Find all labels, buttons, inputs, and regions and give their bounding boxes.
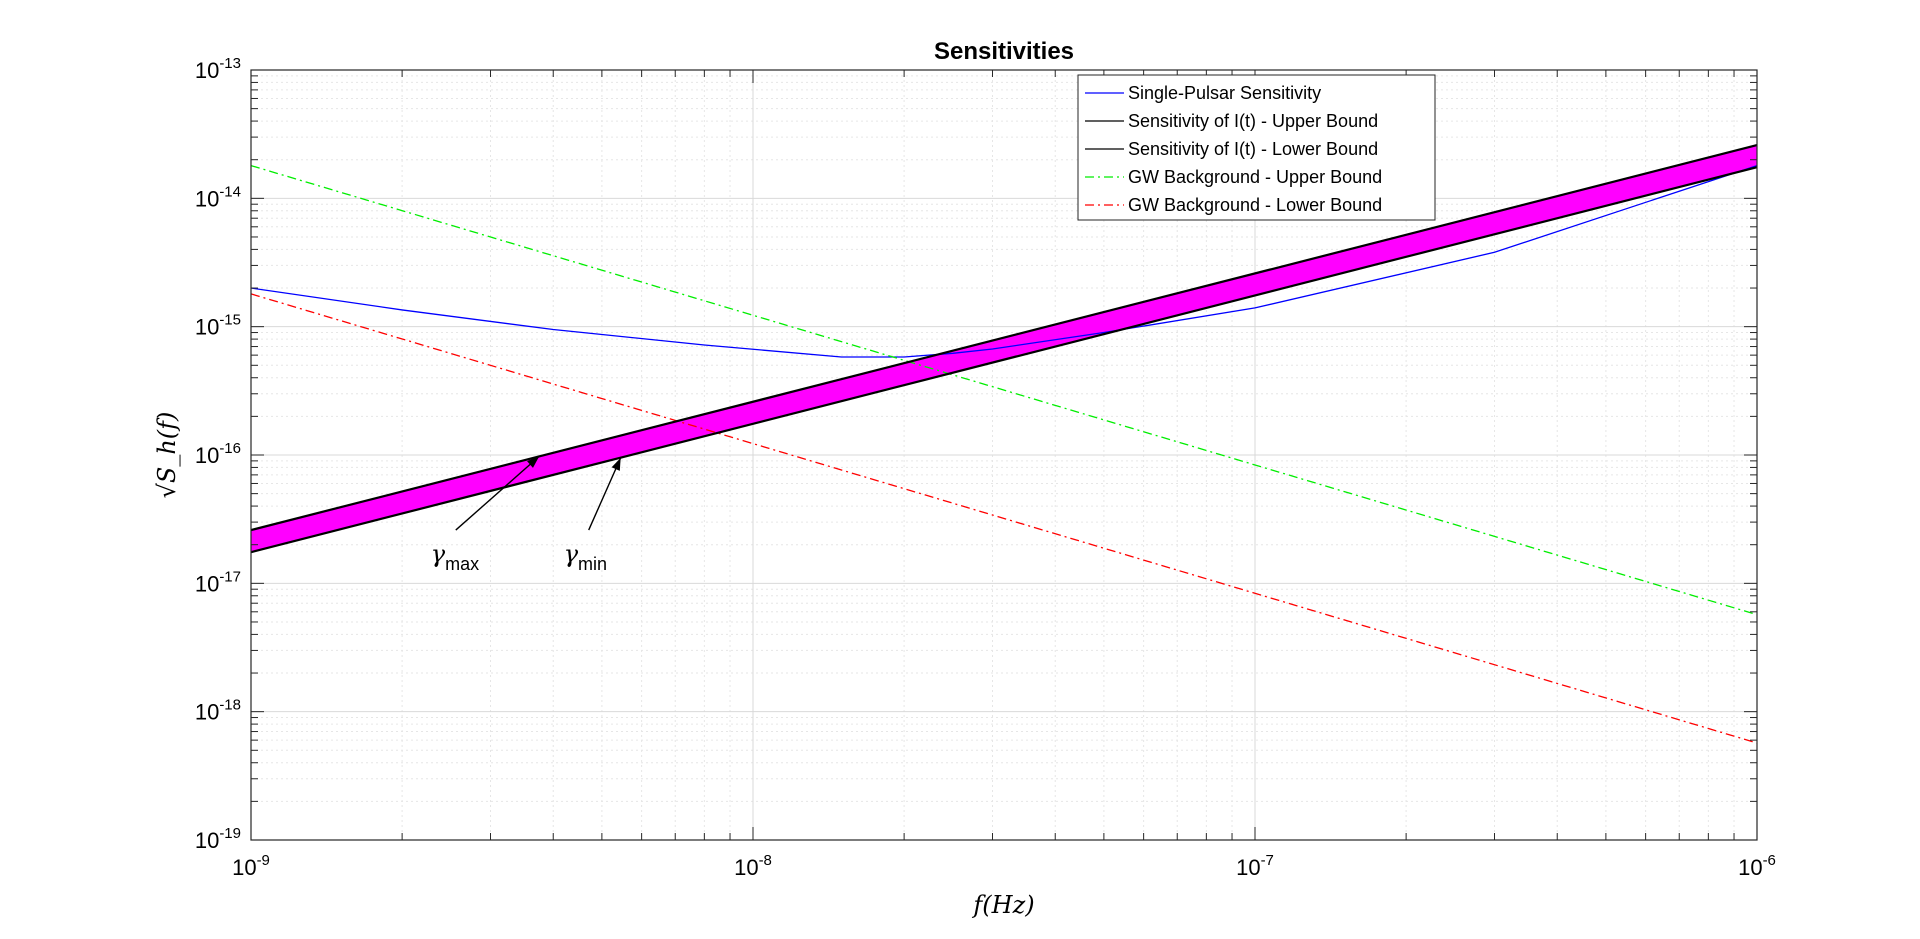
- legend-box: [1077, 74, 1436, 221]
- y-tick-label: 10-13: [195, 55, 241, 83]
- annotations: γmax γmin: [431, 455, 622, 574]
- series-line-1: [250, 164, 1758, 358]
- y-tick-label: 10-14: [195, 183, 241, 211]
- y-tick-label: 10-19: [195, 825, 241, 853]
- x-tick-label: 10-8: [734, 852, 772, 880]
- y-tick-label: 10-17: [195, 568, 241, 596]
- annotation-arrow-1: [455, 455, 540, 531]
- legend-label-3: Sensitivity of I(t) - Lower Bound: [1128, 139, 1378, 159]
- legend-label-4: GW Background - Upper Bound: [1128, 167, 1382, 187]
- sensitivity-band: [251, 145, 1757, 553]
- y-tick-label: 10-16: [195, 440, 241, 468]
- legend-label-1: Single-Pulsar Sensitivity: [1128, 83, 1321, 103]
- annotation-label-1: γmax: [431, 540, 479, 574]
- y-tick-label: 10-18: [195, 697, 241, 725]
- series-line-4: [250, 164, 1758, 616]
- chart-title: Sensitivities: [934, 38, 1074, 65]
- tick-labels: 10-9 10-8 10-7 10-6 10-13 10-14 10-15 10-16 10-1…: [195, 55, 1776, 880]
- series-lines: [250, 144, 1758, 744]
- sensitivity-band-fill: [251, 145, 1757, 553]
- ticks: [250, 69, 1758, 841]
- x-tick-label: 10-9: [232, 852, 270, 880]
- legend-label-5: GW Background - Lower Bound: [1128, 195, 1382, 215]
- annotation-arrowhead-2: [611, 457, 621, 471]
- series-line-5: [250, 293, 1758, 744]
- annotation-label-2: γmin: [564, 540, 607, 574]
- grid: [250, 69, 1758, 841]
- y-axis-label: √S_h(f): [153, 412, 181, 499]
- legend-label-2: Sensitivity of I(t) - Upper Bound: [1128, 111, 1378, 131]
- legend: Single-Pulsar Sensitivity Sensitivity of …: [1077, 74, 1436, 221]
- annotation-arrowhead-1: [527, 456, 540, 468]
- x-tick-label: 10-6: [1738, 852, 1776, 880]
- series-line-3: [250, 166, 1758, 554]
- x-tick-label: 10-7: [1236, 852, 1274, 880]
- series-line-2: [250, 144, 1758, 532]
- x-axis-label: f(Hz): [971, 891, 1034, 919]
- y-tick-label: 10-15: [195, 312, 241, 340]
- annotation-arrow-2: [588, 457, 622, 531]
